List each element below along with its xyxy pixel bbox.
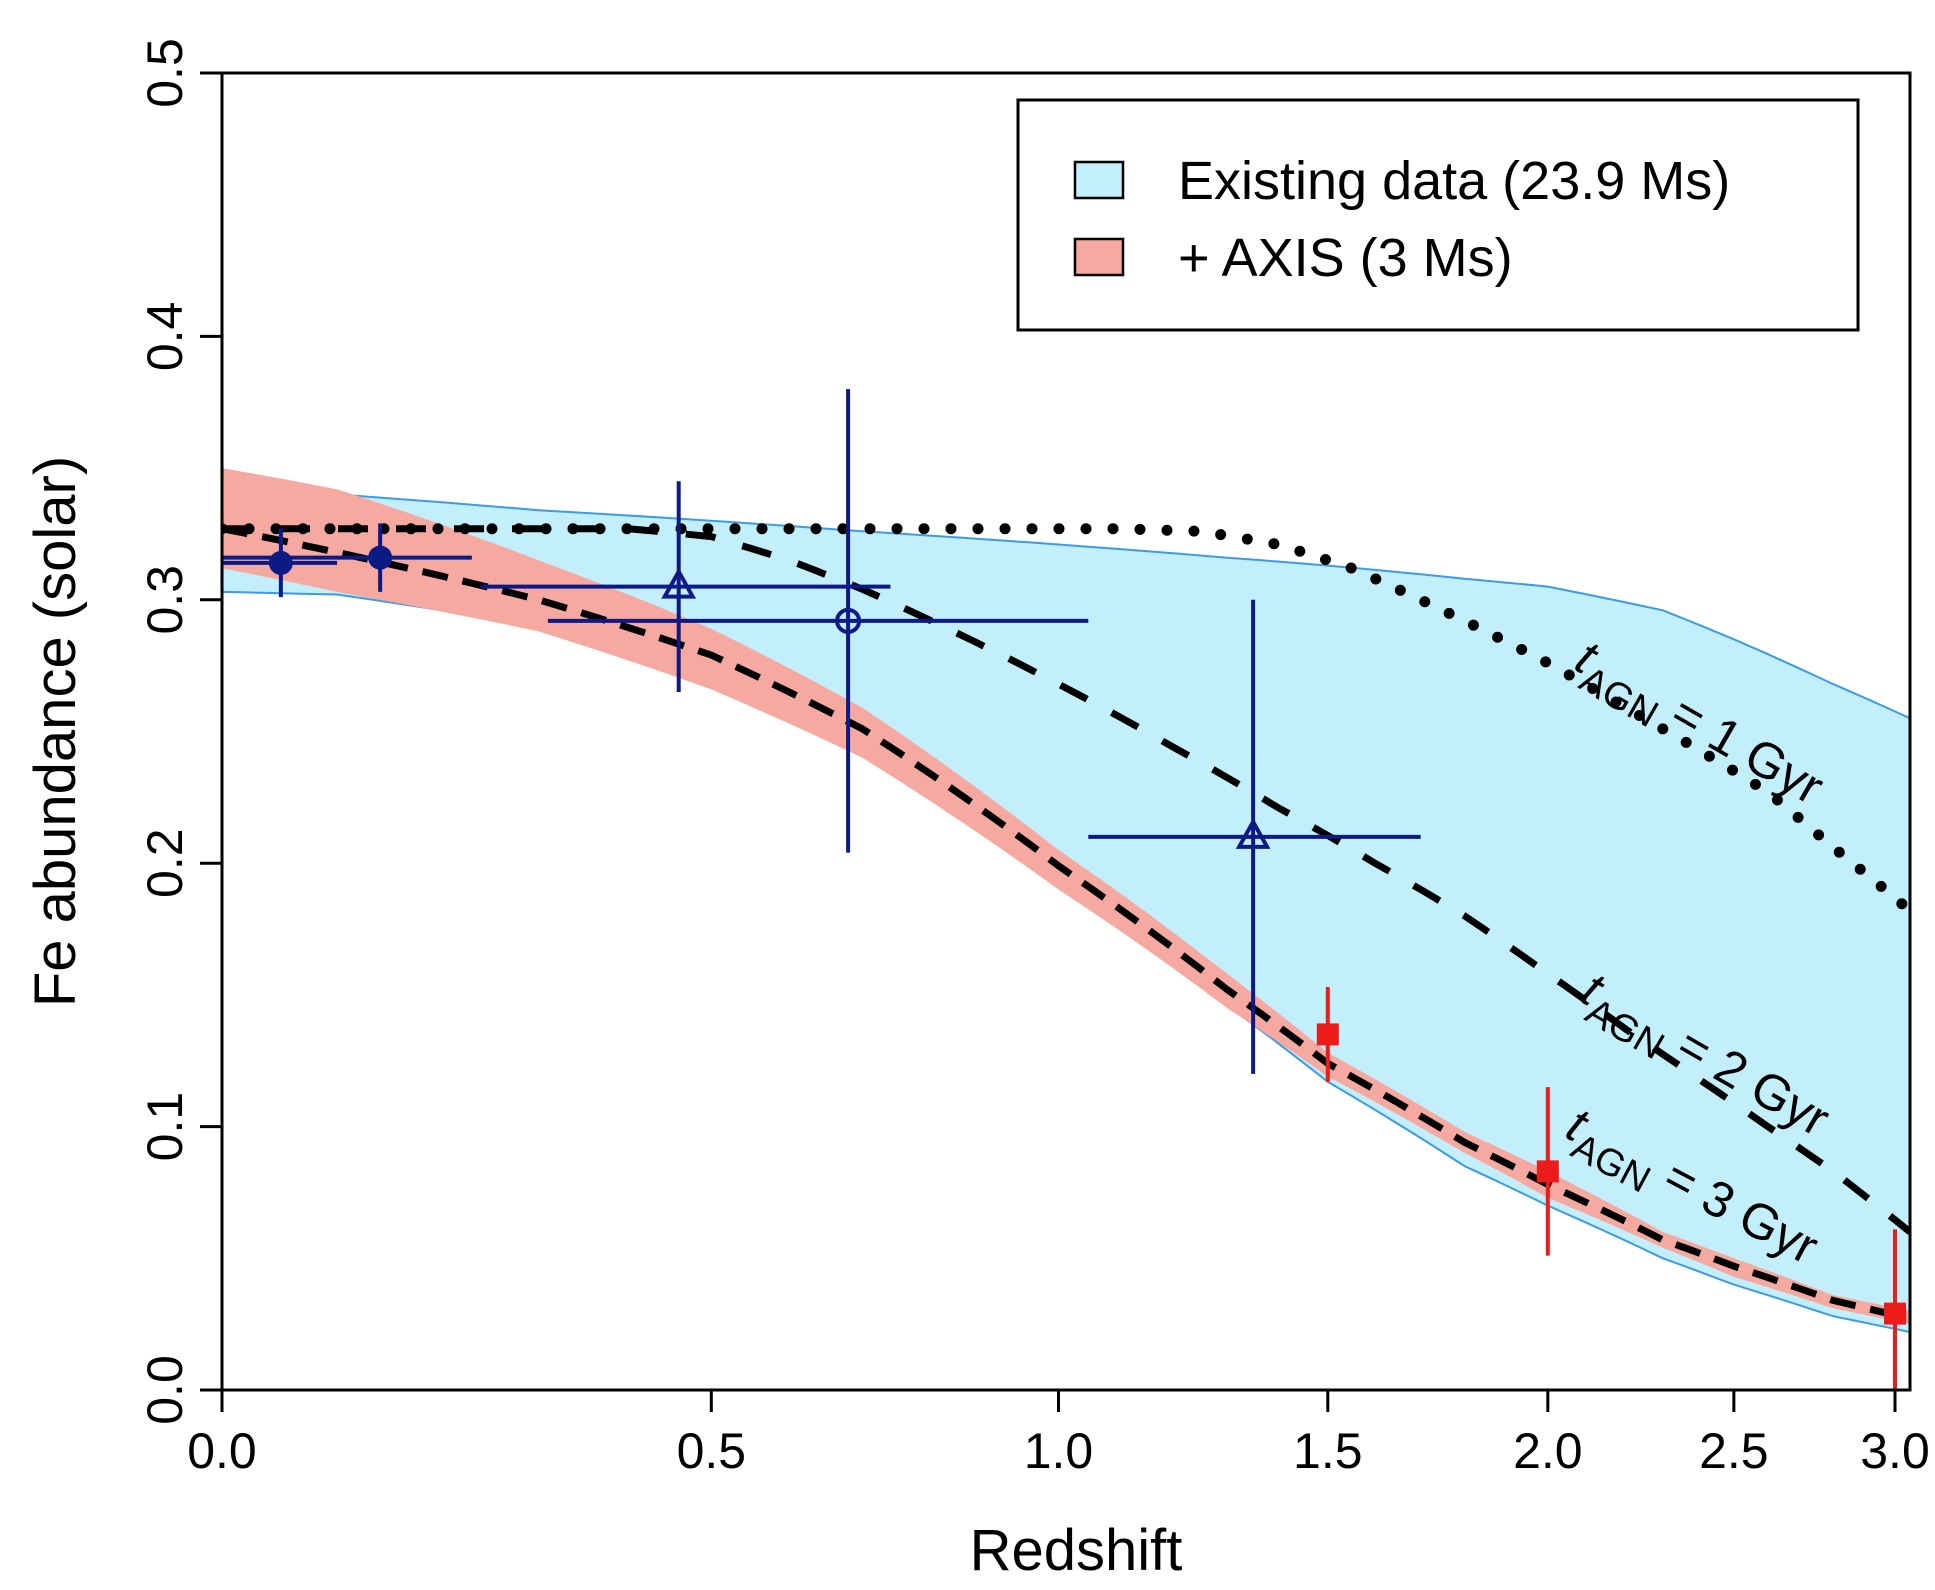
legend-box	[1016, 98, 1860, 332]
y-tick-label: 0.0	[137, 1355, 193, 1425]
axis-point-6-marker	[1316, 1023, 1339, 1046]
legend-label-2: + AXIS (3 Ms)	[1178, 228, 1513, 288]
y-tick-label: 0.2	[137, 828, 193, 898]
existing-point-4-marker	[835, 607, 862, 634]
model-curve-2-gyr	[222, 525, 1910, 1235]
x-tick-label: 0.0	[187, 1423, 257, 1479]
existing-point-4	[547, 389, 1089, 853]
y-tick-label: 0.4	[137, 302, 193, 372]
existing-point-5-marker	[1235, 817, 1271, 849]
existing-data-band	[222, 481, 1910, 1333]
existing-data-band-upper-edge	[222, 480, 1910, 720]
legend-label-1: Existing data (23.9 Ms)	[1178, 151, 1730, 211]
axis-point-8-marker	[1884, 1302, 1907, 1325]
plot-frame	[220, 71, 1912, 1392]
model-curve-1-gyr	[222, 523, 1910, 917]
existing-point-2	[222, 523, 472, 592]
legend: Existing data (23.9 Ms) + AXIS (3 Ms)	[1016, 98, 1860, 332]
x-tick-label: 0.5	[677, 1423, 747, 1479]
x-tick-label: 2.0	[1513, 1423, 1583, 1479]
axis-point-7-marker	[1536, 1160, 1559, 1183]
existing-point-3-marker	[661, 567, 697, 599]
y-tick-label: 0.3	[137, 565, 193, 635]
existing-point-5	[1088, 599, 1421, 1074]
existing-point-1-marker	[268, 550, 293, 575]
legend-swatch-2	[1073, 237, 1125, 277]
axis-point-8	[1884, 1229, 1907, 1390]
existing-point-2-marker	[368, 545, 393, 570]
plot-content	[222, 389, 1910, 1390]
x-tick-label: 3.0	[1860, 1423, 1930, 1479]
x-tick-label: 1.5	[1293, 1423, 1363, 1479]
x-tick-label: 1.0	[1024, 1423, 1094, 1479]
x-axis-title: Redshift	[970, 1518, 1183, 1583]
legend-swatch-1	[1073, 160, 1125, 200]
y-tick-label: 0.5	[137, 38, 193, 108]
axes: 0.0 0.5 1.0 1.5 2.0 2.5 3.0 0.0 0.1 0.2 0.3 0.4 0.5 R…	[23, 38, 1930, 1583]
axis-point-6	[1316, 986, 1339, 1082]
model-curve-3-gyr	[222, 525, 1910, 1323]
x-tick-label: 2.5	[1699, 1423, 1769, 1479]
existing-point-3	[481, 481, 891, 692]
axis-point-7	[1536, 1087, 1559, 1256]
y-axis-title: Fe abundance (solar)	[23, 456, 88, 1007]
y-tick-label: 0.1	[137, 1092, 193, 1162]
